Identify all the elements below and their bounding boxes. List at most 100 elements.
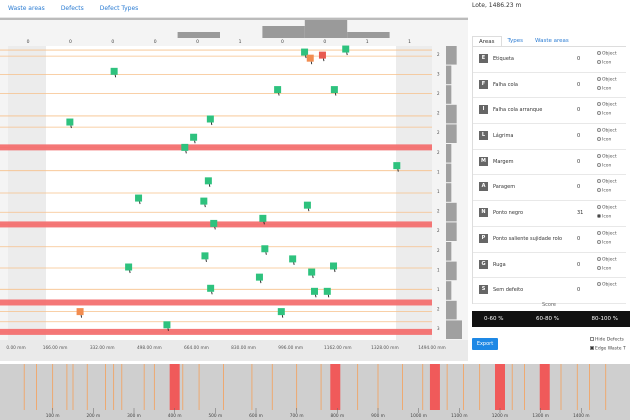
defect-type-name: Falha cola arranque [493, 107, 543, 114]
right-histogram-bar [446, 46, 457, 65]
object-option[interactable]: Object [597, 179, 617, 185]
icon-option[interactable]: Icon [597, 265, 611, 271]
right-histogram-label: 1 [437, 169, 440, 174]
object-option[interactable]: Object [597, 153, 617, 160]
icon-radio[interactable] [597, 265, 601, 270]
object-radio[interactable] [597, 230, 601, 235]
right-histogram-bar [446, 163, 452, 183]
icon-radio[interactable] [597, 85, 601, 90]
defect-marker-square [301, 48, 309, 56]
defect-marker-pin [70, 125, 72, 129]
defect-marker [274, 86, 282, 96]
object-option[interactable]: Object [597, 76, 617, 83]
icon-radio[interactable] [597, 137, 601, 142]
defect-marker-pin [114, 74, 117, 78]
icon-option[interactable]: Icon [597, 239, 611, 245]
object-option[interactable]: Object [597, 51, 617, 57]
top-histogram-label: 0 [111, 39, 114, 45]
panel-tab-types[interactable]: Types [507, 38, 524, 44]
icon-option[interactable]: Icon [597, 188, 611, 194]
object-option[interactable]: Object [597, 205, 617, 211]
object-option[interactable]: Object [597, 230, 617, 236]
object-radio[interactable] [597, 205, 601, 210]
icon-option[interactable]: Icon [597, 111, 611, 117]
strip-waste-band [539, 364, 550, 410]
icon-radio[interactable] [597, 111, 601, 116]
icon-option[interactable]: Icon [597, 214, 611, 220]
strip-tick-label: 1200 m [492, 413, 509, 419]
tab-defect-types[interactable]: Defect Types [99, 5, 139, 12]
x-axis: 0.00 mm 166.00 mm 332.00 mm 498.00 mm 664.00… [0, 340, 468, 361]
object-radio[interactable] [597, 76, 601, 81]
icon-radio[interactable] [597, 214, 601, 219]
x-axis-band [0, 340, 468, 361]
defect-marker-square [255, 273, 263, 281]
defect-marker [163, 321, 171, 331]
defect-marker-pin [278, 93, 280, 96]
object-option[interactable]: Object [597, 102, 617, 108]
object-option-label: Object [602, 154, 617, 160]
defect-type-badge: P [479, 233, 488, 243]
defect-marker [311, 287, 319, 298]
object-option[interactable]: Object [597, 128, 617, 134]
strip-waste-band [169, 364, 180, 410]
object-radio[interactable] [597, 256, 601, 261]
right-histogram-bar [446, 261, 457, 281]
export-button[interactable]: Export [472, 338, 498, 350]
defect-marker-square [330, 86, 338, 94]
roll-overview-strip[interactable]: 100 m 200 m 300 m 400 m 500 m 600 m 700 m 800 m… [0, 364, 630, 420]
defect-marker [210, 219, 218, 230]
object-option-label: Object [602, 77, 617, 83]
defect-marker-pin [80, 315, 83, 318]
icon-radio[interactable] [597, 162, 601, 167]
icon-radio[interactable] [597, 188, 601, 193]
object-radio[interactable] [597, 282, 601, 287]
right-histogram-bar [446, 65, 452, 85]
panel-tab-areas[interactable]: Areas [472, 36, 502, 46]
object-radio[interactable] [597, 153, 601, 158]
defect-type-name: Lágrima [493, 133, 514, 140]
right-histogram-label: 2 [437, 91, 440, 96]
icon-option-label: Icon [602, 188, 612, 194]
defect-marker-square [261, 245, 269, 253]
x-tick-label: 996.00 mm [278, 345, 303, 351]
hide-defects-toggle[interactable]: Hide Defects [590, 337, 624, 343]
hide-defects-checkbox[interactable] [590, 337, 594, 341]
defect-type-name: Paragem [493, 184, 516, 191]
object-radio[interactable] [597, 102, 601, 107]
object-radio[interactable] [597, 51, 601, 55]
defect-marker-pin [334, 93, 337, 96]
defect-marker [207, 284, 215, 295]
right-histogram-bar [446, 144, 452, 163]
object-radio[interactable] [597, 128, 601, 133]
icon-radio[interactable] [597, 239, 601, 244]
defect-marker-pin [214, 226, 216, 230]
score-range-high: 80-100 % [591, 316, 618, 322]
defect-map-svg: 0 0 0 0 0 1 0 0 1 1 2 3 2 2 2 2 1 1 2 2 2 1 1 2 3 0.00 mm 166.00 m… [0, 18, 468, 361]
defect-marker [261, 245, 269, 255]
defect-map-chart[interactable]: 0 0 0 0 0 1 0 0 1 1 2 3 2 2 2 2 1 1 2 2 2 1 1 2 3 0.00 mm 166.00 m… [0, 18, 468, 361]
icon-option[interactable]: Icon [597, 60, 611, 66]
edge-waste-label: Edge Waste T [595, 346, 626, 352]
object-radio[interactable] [597, 179, 601, 184]
tab-waste-areas[interactable]: Waste areas [8, 5, 45, 12]
object-option[interactable]: Object [597, 282, 617, 288]
top-histogram-bar [262, 26, 305, 38]
panel-tab-waste-areas[interactable]: Waste areas [535, 38, 569, 44]
icon-option[interactable]: Icon [597, 85, 611, 91]
defect-marker-square [318, 51, 326, 59]
edge-waste-toggle[interactable]: Edge Waste T [590, 346, 626, 352]
icon-option[interactable]: Icon [597, 137, 611, 143]
tab-defects[interactable]: Defects [60, 5, 84, 12]
right-histogram-bar [446, 85, 452, 104]
defect-marker [110, 67, 118, 78]
object-option[interactable]: Object [597, 256, 617, 262]
icon-option[interactable]: Icon [597, 162, 611, 168]
x-tick-label: 1494.00 mm [418, 345, 446, 351]
defect-marker-pin [397, 169, 399, 172]
edge-waste-checkbox[interactable] [590, 346, 594, 350]
defect-type-row: P Ponto saliente sujidade rolo 0 Object Icon [473, 227, 626, 253]
defect-marker [330, 86, 338, 96]
top-histogram-label: 0 [196, 39, 199, 45]
icon-radio[interactable] [597, 60, 601, 64]
